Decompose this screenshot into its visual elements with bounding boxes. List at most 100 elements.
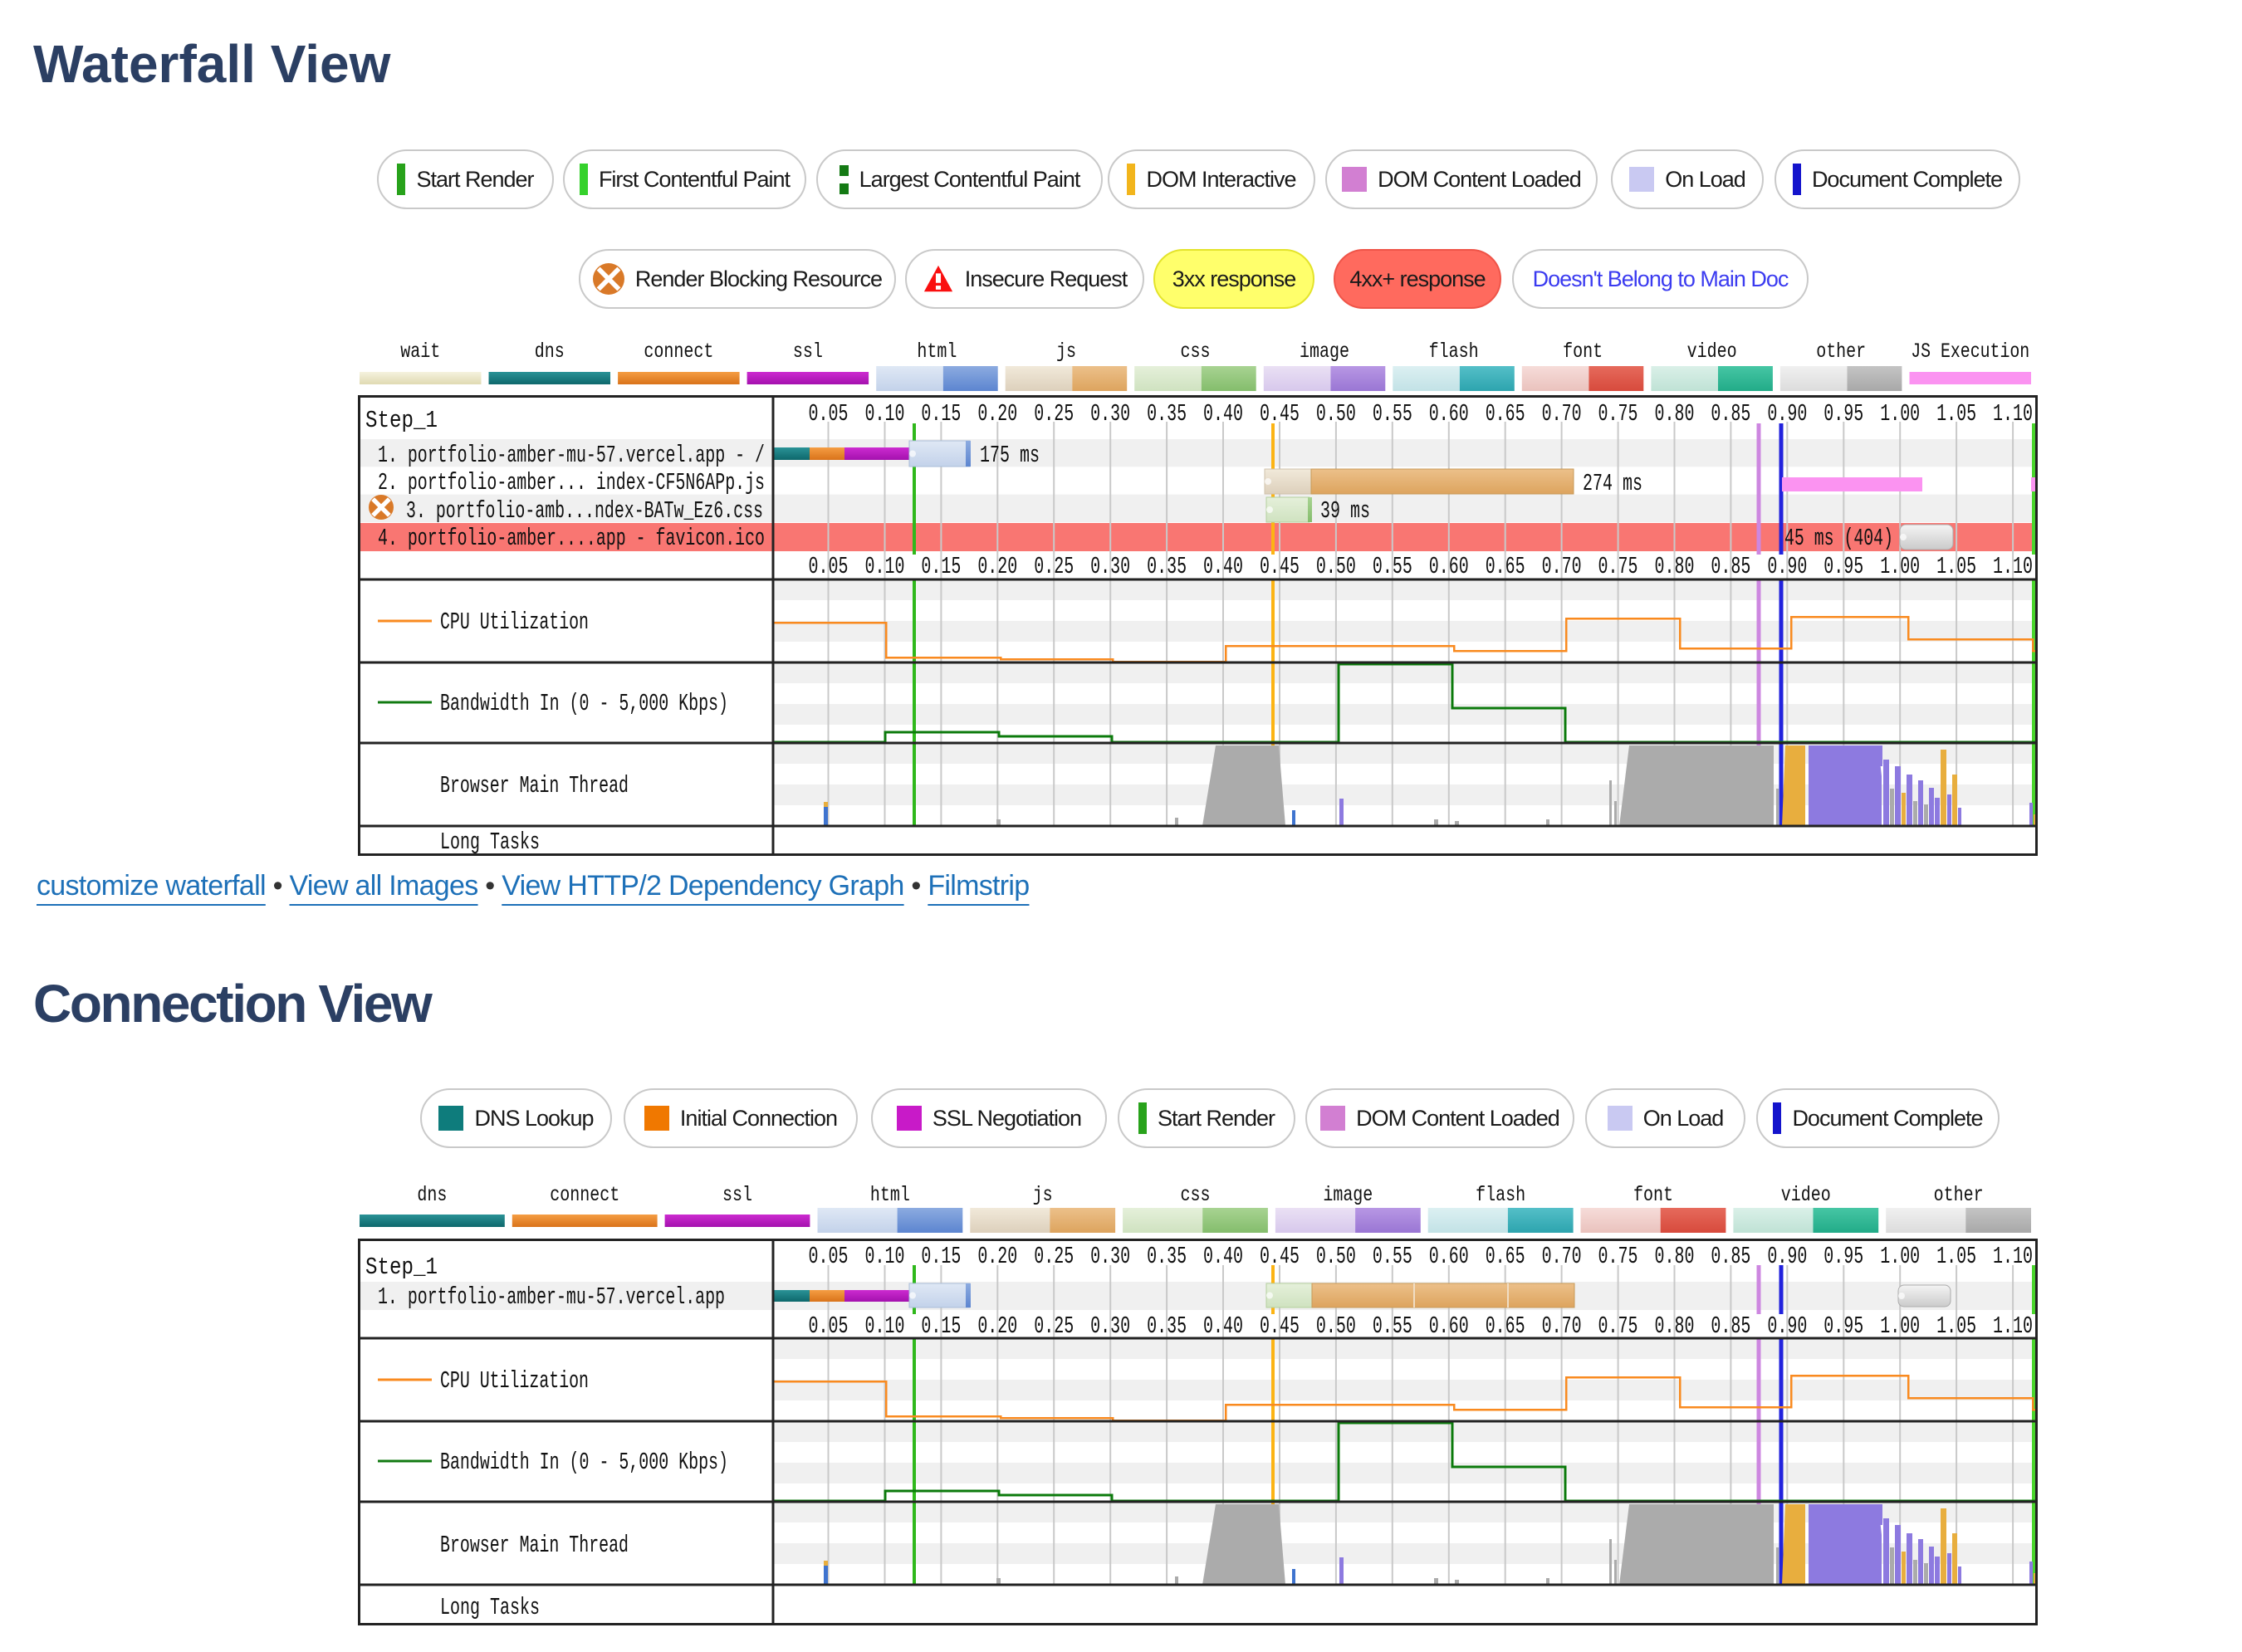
svg-text:0.95: 0.95 [1823, 1313, 1863, 1340]
svg-text:0.70: 0.70 [1542, 554, 1582, 580]
svg-text:0.25: 0.25 [1034, 401, 1074, 428]
svg-text:1.10: 1.10 [1993, 401, 2033, 428]
svg-text:1.05: 1.05 [1936, 1244, 1976, 1270]
svg-text:html: html [917, 340, 957, 364]
svg-text:ssl: ssl [793, 340, 823, 364]
svg-text:1. portfolio-amber-mu-57.verce: 1. portfolio-amber-mu-57.vercel.app [378, 1284, 725, 1311]
svg-text:0.05: 0.05 [809, 401, 849, 428]
svg-text:0.05: 0.05 [809, 1313, 849, 1340]
svg-text:0.60: 0.60 [1429, 401, 1469, 428]
svg-text:0.75: 0.75 [1598, 554, 1638, 580]
svg-text:0.85: 0.85 [1711, 554, 1750, 580]
svg-text:0.75: 0.75 [1598, 1244, 1638, 1270]
svg-text:0.55: 0.55 [1373, 1313, 1412, 1340]
svg-text:1.00: 1.00 [1880, 1244, 1920, 1270]
svg-text:1.10: 1.10 [1993, 554, 2033, 580]
svg-text:dns: dns [417, 1183, 447, 1207]
svg-text:0.20: 0.20 [977, 401, 1017, 428]
svg-text:0.40: 0.40 [1203, 401, 1243, 428]
svg-text:2. portfolio-amber... index-CF: 2. portfolio-amber... index-CF5N6APp.js [378, 470, 765, 496]
svg-text:0.90: 0.90 [1767, 1244, 1807, 1270]
svg-text:Bandwidth In (0 - 5,000 Kbps): Bandwidth In (0 - 5,000 Kbps) [440, 691, 728, 717]
svg-text:dns: dns [535, 340, 565, 364]
svg-text:1.05: 1.05 [1936, 1313, 1976, 1340]
svg-text:0.15: 0.15 [921, 554, 961, 580]
svg-text:0.80: 0.80 [1654, 401, 1694, 428]
svg-text:0.45: 0.45 [1260, 1313, 1300, 1340]
svg-text:Step_1: Step_1 [365, 408, 438, 434]
svg-text:1.00: 1.00 [1880, 401, 1920, 428]
svg-text:0.25: 0.25 [1034, 1313, 1074, 1340]
svg-text:0.60: 0.60 [1429, 1244, 1469, 1270]
svg-text:flash: flash [1429, 340, 1479, 364]
svg-text:video: video [1687, 340, 1737, 364]
svg-text:0.40: 0.40 [1203, 554, 1243, 580]
svg-text:wait: wait [400, 340, 440, 364]
svg-text:0.25: 0.25 [1034, 1244, 1074, 1270]
svg-text:45 ms (404): 45 ms (404) [1784, 525, 1893, 552]
svg-text:Bandwidth In (0 - 5,000 Kbps): Bandwidth In (0 - 5,000 Kbps) [440, 1449, 728, 1476]
svg-text:0.50: 0.50 [1316, 1244, 1356, 1270]
svg-text:0.10: 0.10 [864, 1244, 904, 1270]
svg-text:0.15: 0.15 [921, 1244, 961, 1270]
svg-text:0.20: 0.20 [977, 1313, 1017, 1340]
svg-text:Long Tasks: Long Tasks [440, 829, 540, 856]
svg-text:0.85: 0.85 [1711, 1244, 1750, 1270]
svg-text:0.30: 0.30 [1090, 401, 1130, 428]
svg-text:0.20: 0.20 [977, 1244, 1017, 1270]
svg-text:Browser Main Thread: Browser Main Thread [440, 1532, 629, 1559]
svg-text:0.35: 0.35 [1147, 401, 1187, 428]
svg-text:0.10: 0.10 [864, 1313, 904, 1340]
svg-text:0.45: 0.45 [1260, 1244, 1300, 1270]
svg-text:0.70: 0.70 [1542, 401, 1582, 428]
svg-text:0.35: 0.35 [1147, 1244, 1187, 1270]
svg-text:0.40: 0.40 [1203, 1313, 1243, 1340]
svg-text:1. portfolio-amber-mu-57.verce: 1. portfolio-amber-mu-57.vercel.app - / [378, 442, 765, 469]
svg-text:image: image [1300, 340, 1349, 364]
svg-text:connect: connect [550, 1183, 619, 1207]
svg-text:flash: flash [1476, 1183, 1525, 1207]
svg-text:0.45: 0.45 [1260, 401, 1300, 428]
svg-text:0.80: 0.80 [1654, 554, 1694, 580]
svg-text:0.55: 0.55 [1373, 554, 1412, 580]
svg-text:0.70: 0.70 [1542, 1244, 1582, 1270]
svg-text:other: other [1934, 1183, 1984, 1207]
svg-text:0.15: 0.15 [921, 401, 961, 428]
svg-text:connect: connect [644, 340, 713, 364]
svg-text:0.95: 0.95 [1823, 1244, 1863, 1270]
svg-text:0.30: 0.30 [1090, 1244, 1130, 1270]
svg-text:CPU Utilization: CPU Utilization [440, 609, 589, 636]
svg-text:Long Tasks: Long Tasks [440, 1595, 540, 1621]
svg-text:0.15: 0.15 [921, 1313, 961, 1340]
svg-text:0.65: 0.65 [1486, 1313, 1525, 1340]
svg-text:0.50: 0.50 [1316, 554, 1356, 580]
svg-text:CPU Utilization: CPU Utilization [440, 1368, 589, 1395]
svg-text:0.55: 0.55 [1373, 1244, 1412, 1270]
svg-text:Browser Main Thread: Browser Main Thread [440, 773, 629, 799]
svg-text:font: font [1633, 1183, 1673, 1207]
svg-text:1.10: 1.10 [1993, 1313, 2033, 1340]
svg-text:0.60: 0.60 [1429, 554, 1469, 580]
svg-text:0.20: 0.20 [977, 554, 1017, 580]
svg-text:0.90: 0.90 [1767, 1313, 1807, 1340]
svg-text:1.05: 1.05 [1936, 401, 1976, 428]
svg-text:0.05: 0.05 [809, 1244, 849, 1270]
svg-text:0.80: 0.80 [1654, 1313, 1694, 1340]
svg-text:css: css [1181, 340, 1211, 364]
svg-text:0.95: 0.95 [1823, 554, 1863, 580]
svg-text:font: font [1563, 340, 1603, 364]
svg-text:css: css [1181, 1183, 1211, 1207]
svg-text:1.00: 1.00 [1880, 554, 1920, 580]
svg-text:0.65: 0.65 [1486, 554, 1525, 580]
svg-text:0.65: 0.65 [1486, 1244, 1525, 1270]
svg-text:0.30: 0.30 [1090, 1313, 1130, 1340]
svg-text:1.05: 1.05 [1936, 554, 1976, 580]
svg-text:js: js [1033, 1183, 1053, 1207]
svg-text:ssl: ssl [722, 1183, 752, 1207]
svg-text:0.05: 0.05 [809, 554, 849, 580]
svg-text:0.75: 0.75 [1598, 1313, 1638, 1340]
svg-text:0.90: 0.90 [1767, 401, 1807, 428]
svg-text:0.70: 0.70 [1542, 1313, 1582, 1340]
svg-text:0.90: 0.90 [1767, 554, 1807, 580]
svg-text:0.30: 0.30 [1090, 554, 1130, 580]
